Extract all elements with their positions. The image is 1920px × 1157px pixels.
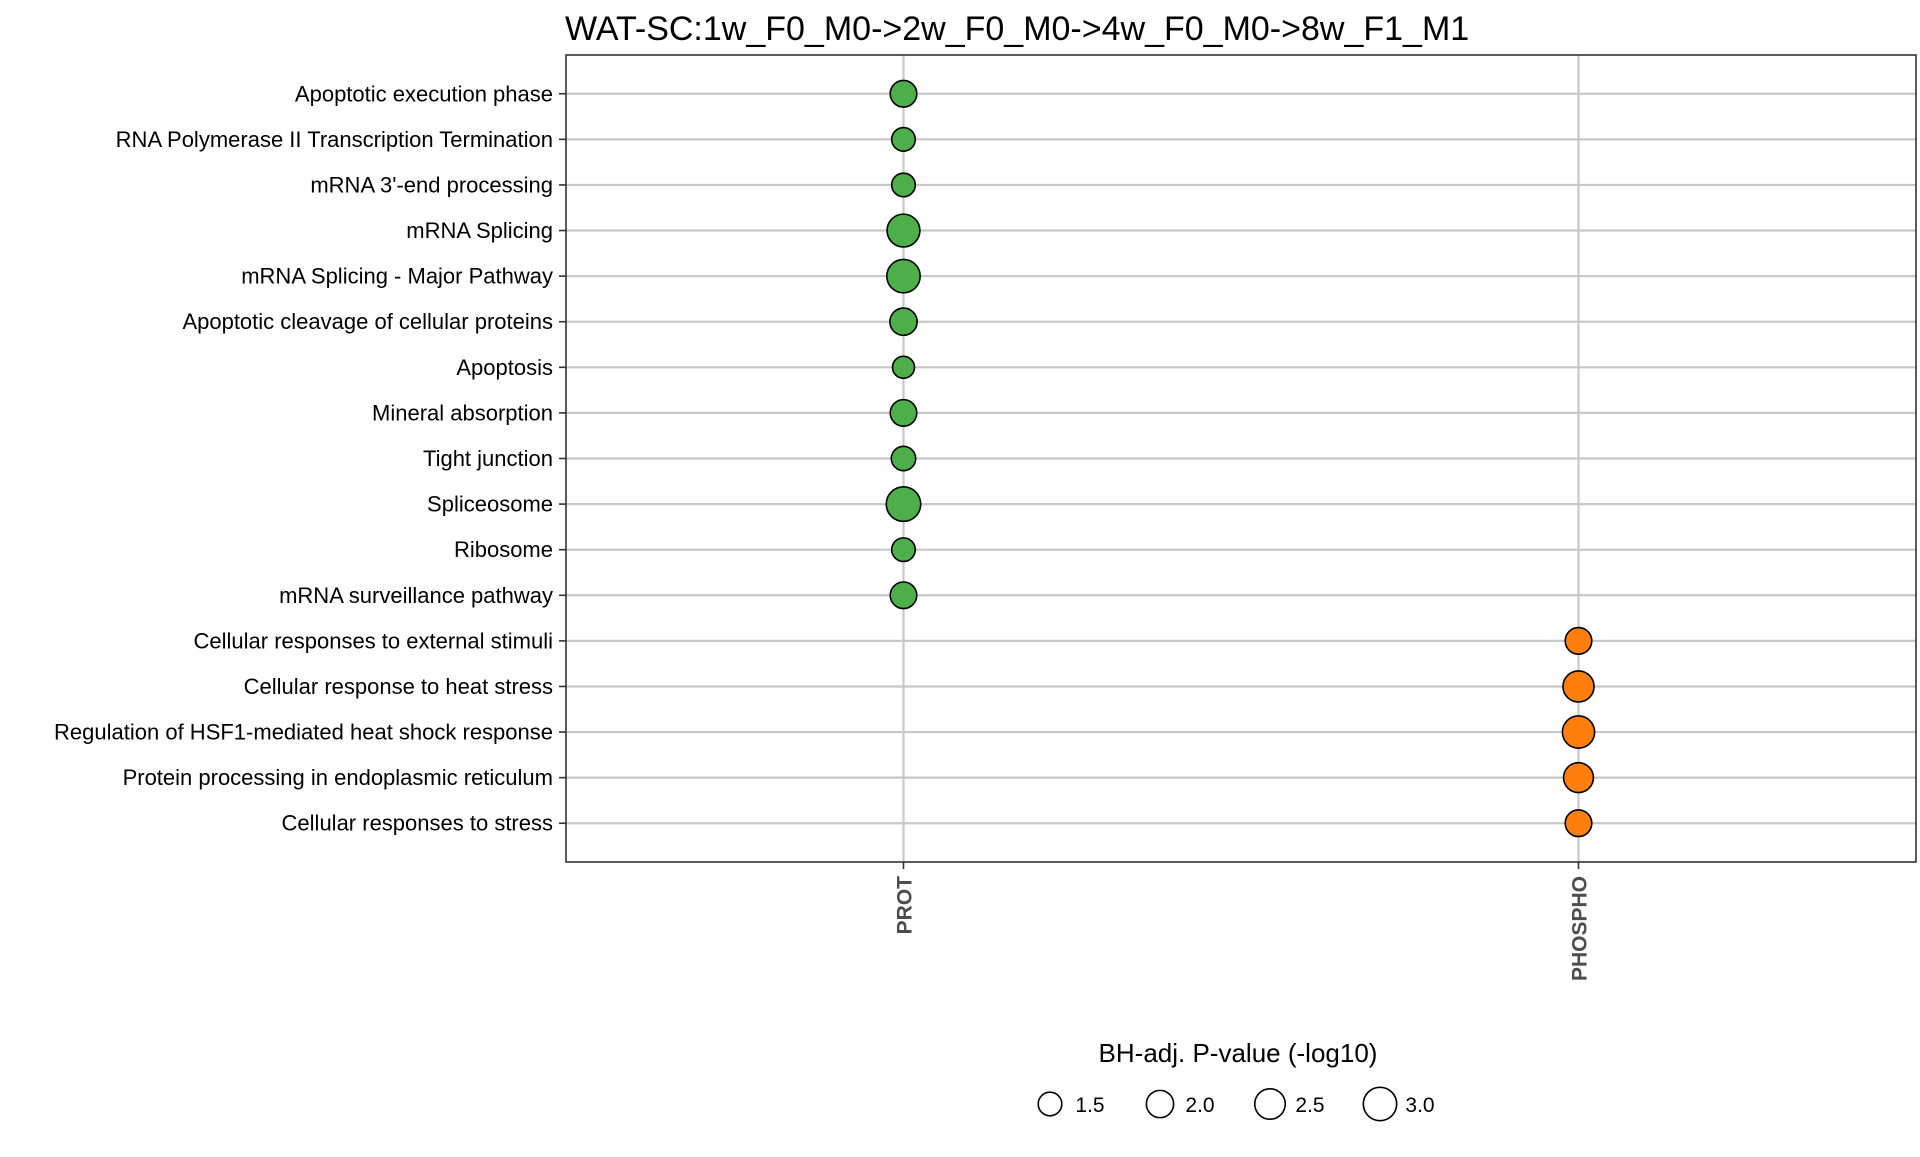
y-tick-label-mrna-splicing-major-pathway: mRNA Splicing - Major Pathway	[241, 264, 553, 289]
bubble-point-prot-mrna-3-end-processing	[890, 172, 917, 198]
y-tick-label-apoptotic-cleavage-of-cellular-proteins: Apoptotic cleavage of cellular proteins	[182, 309, 553, 334]
y-tick-label-spliceosome: Spliceosome	[427, 492, 553, 517]
y-tick-label-mrna-surveillance-pathway: mRNA surveillance pathway	[279, 583, 553, 608]
legend-key-circle	[1253, 1087, 1287, 1121]
x-axis-labels: PROT PHOSPHO	[894, 862, 1592, 981]
y-tick-label-apoptosis: Apoptosis	[456, 355, 553, 380]
x-tick-label-prot: PROT	[894, 876, 917, 935]
size-legend: 1.5 2.0 2.5 3.0	[1037, 1086, 1435, 1122]
y-tick-label-cellular-response-to-heat-stress: Cellular response to heat stress	[244, 674, 553, 699]
bubble-point-prot-ribosome	[890, 537, 917, 563]
y-tick-label-cellular-responses-to-external-stimuli: Cellular responses to external stimuli	[194, 628, 554, 653]
y-tick-label-mrna-splicing: mRNA Splicing	[406, 218, 553, 243]
chart-title: WAT-SC:1w_F0_M0->2w_F0_M0->4w_F0_M0->8w_…	[565, 10, 1469, 48]
bubble-point-phospho-regulation-of-hsf1-mediated-heat-shock-response	[1561, 715, 1596, 749]
legend-key-label: 1.5	[1075, 1094, 1104, 1117]
bubble-point-prot-spliceosome	[885, 486, 922, 523]
y-tick-label-mrna-3-end-processing: mRNA 3'-end processing	[310, 172, 553, 197]
legend-key-circle	[1145, 1089, 1175, 1119]
legend-title: BH-adj. P-value (-log10)	[1099, 1038, 1378, 1068]
legend-key-circle	[1362, 1086, 1398, 1122]
y-tick-label-regulation-of-hsf1-mediated-heat-shock-response: Regulation of HSF1-mediated heat shock r…	[54, 720, 553, 745]
x-tick-label-phospho: PHOSPHO	[1569, 876, 1592, 981]
bubble-points	[885, 79, 1596, 838]
bubble-point-prot-rna-polymerase-ii-transcription-termination	[890, 126, 917, 152]
bubble-point-phospho-cellular-responses-to-external-stimuli	[1564, 626, 1593, 655]
y-tick-label-protein-processing-in-endoplasmic-reticulum: Protein processing in endoplasmic reticu…	[123, 765, 553, 790]
bubble-point-phospho-cellular-responses-to-stress	[1564, 809, 1593, 838]
y-tick-label-rna-polymerase-ii-transcription-termination: RNA Polymerase II Transcription Terminat…	[116, 127, 553, 152]
bubble-point-prot-apoptotic-cleavage-of-cellular-proteins	[889, 307, 918, 337]
bubble-point-prot-mrna-splicing	[886, 213, 921, 248]
bubble-point-prot-mrna-surveillance-pathway	[889, 581, 918, 610]
y-tick-label-apoptotic-execution-phase: Apoptotic execution phase	[295, 81, 553, 106]
bubble-point-prot-mineral-absorption	[889, 398, 918, 427]
bubble-point-prot-mrna-splicing-major-pathway	[886, 258, 921, 294]
y-tick-label-mineral-absorption: Mineral absorption	[372, 400, 553, 425]
y-tick-label-ribosome: Ribosome	[454, 537, 553, 562]
bubble-point-phospho-protein-processing-in-endoplasmic-reticulum	[1562, 761, 1595, 794]
y-tick-label-cellular-responses-to-stress: Cellular responses to stress	[282, 811, 553, 836]
y-axis-labels: Apoptotic execution phase RNA Polymerase …	[54, 81, 566, 836]
legend-key-label: 3.0	[1405, 1094, 1434, 1117]
y-tick-label-tight-junction: Tight junction	[423, 446, 553, 471]
legend-key-label: 2.5	[1295, 1094, 1324, 1117]
bubble-point-prot-tight-junction	[890, 445, 917, 472]
legend-key-circle	[1037, 1091, 1063, 1117]
bubble-point-prot-apoptotic-execution-phase	[889, 79, 918, 108]
bubble-point-prot-apoptosis	[891, 355, 916, 380]
plot-area	[565, 54, 1917, 863]
legend-key-label: 2.0	[1185, 1094, 1214, 1117]
bubble-point-phospho-cellular-response-to-heat-stress	[1562, 670, 1595, 703]
